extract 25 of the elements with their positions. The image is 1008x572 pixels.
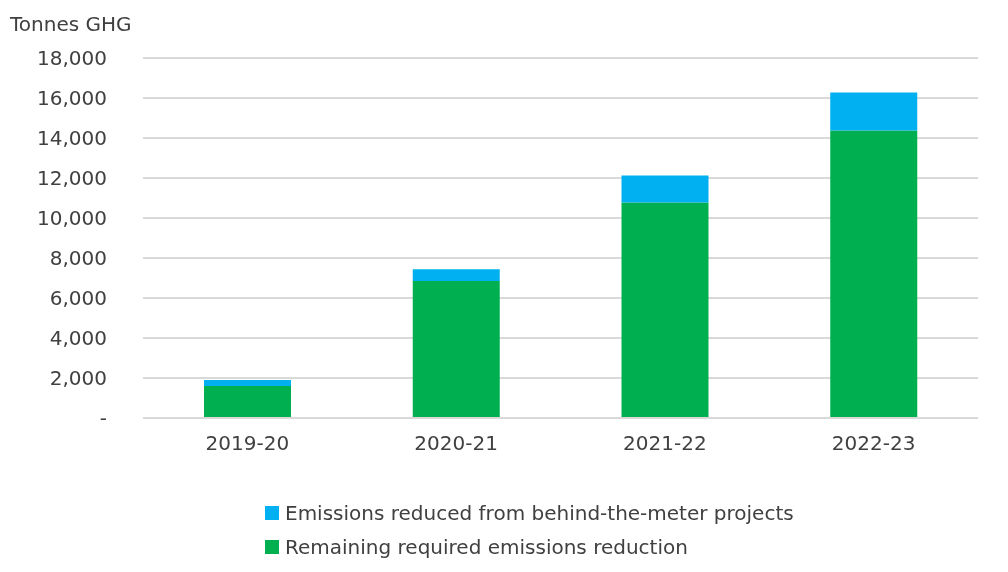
legend-label: Remaining required emissions reduction [285, 535, 688, 559]
y-tick-label: 12,000 [37, 166, 107, 191]
bar [204, 386, 291, 418]
y-axis-title: Tonnes GHG [10, 12, 132, 36]
bar [204, 380, 291, 386]
x-tick-label: 2020-21 [414, 431, 498, 456]
y-tick-label: 8,000 [49, 246, 107, 271]
y-tick-label: 14,000 [37, 126, 107, 151]
y-tick-label: 4,000 [49, 326, 107, 351]
bar [621, 202, 709, 418]
x-tick-label: 2022-23 [831, 431, 916, 456]
bar [830, 92, 918, 131]
bar [621, 175, 709, 203]
x-tick-label: 2019-20 [205, 431, 290, 456]
y-tick-label: 16,000 [37, 86, 107, 111]
bar [830, 130, 918, 418]
y-tick-label: 2,000 [49, 366, 107, 391]
bar [412, 281, 500, 418]
bar [412, 269, 500, 281]
y-tick-label: 6,000 [49, 286, 107, 311]
x-tick-label: 2021-22 [623, 431, 707, 456]
legend-label: Emissions reduced from behind-the-meter projects [285, 501, 794, 525]
y-tick-label: 18,000 [37, 46, 107, 71]
y-tick-label: 10,000 [37, 206, 107, 231]
y-tick-label: - [99, 406, 107, 431]
